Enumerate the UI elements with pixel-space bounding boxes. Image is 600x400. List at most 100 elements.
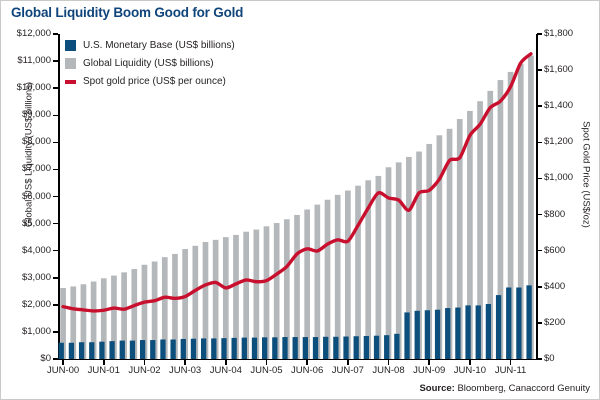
source-label: Source: bbox=[419, 383, 455, 394]
bar-monetary-base bbox=[343, 336, 349, 359]
bar-monetary-base bbox=[353, 336, 359, 359]
bar-monetary-base bbox=[231, 337, 237, 359]
bar-global-liquidity bbox=[263, 226, 270, 359]
x-axis-tick bbox=[225, 360, 227, 365]
x-axis-tick bbox=[184, 360, 186, 365]
legend-square-swatch-icon bbox=[65, 40, 76, 51]
bar-monetary-base bbox=[58, 342, 64, 359]
y-axis-right-tick-label: $800 bbox=[544, 208, 566, 220]
bar-monetary-base bbox=[160, 339, 166, 359]
bar-global-liquidity bbox=[60, 288, 66, 359]
bar-global-liquidity bbox=[283, 219, 290, 359]
y-axis-left-tick-label: $9,000 bbox=[21, 109, 51, 121]
bar-monetary-base bbox=[190, 338, 197, 359]
bar-global-liquidity bbox=[222, 237, 229, 359]
y-axis-left-tick-label: $10,000 bbox=[16, 82, 51, 94]
bar-global-liquidity bbox=[314, 204, 321, 359]
y-axis-left-line bbox=[58, 34, 60, 360]
monetary-base-bars bbox=[58, 285, 532, 359]
bar-global-liquidity bbox=[395, 162, 402, 359]
y-axis-left-tick-label: $0 bbox=[40, 353, 51, 364]
bar-monetary-base bbox=[109, 341, 115, 359]
bar-monetary-base bbox=[221, 338, 227, 359]
bar-monetary-base bbox=[272, 337, 278, 359]
bar-monetary-base bbox=[394, 333, 400, 359]
legend-spot-gold[interactable]: Spot gold price (US$ per ounce) bbox=[65, 73, 235, 90]
y-axis-left-tick bbox=[53, 249, 58, 252]
bar-monetary-base bbox=[119, 340, 125, 359]
global-liquidity-bars bbox=[60, 55, 534, 359]
bar-monetary-base bbox=[455, 307, 461, 359]
bar-monetary-base bbox=[373, 335, 380, 359]
y-axis-left-tick bbox=[53, 87, 58, 89]
bar-global-liquidity bbox=[416, 151, 422, 359]
bar-global-liquidity bbox=[161, 257, 168, 359]
bar-global-liquidity bbox=[467, 110, 473, 359]
bar-global-liquidity bbox=[345, 190, 351, 359]
legend-item-label: Global Liquidity (US$ billions) bbox=[83, 58, 214, 69]
x-axis-tick-label: JUN-10 bbox=[453, 365, 486, 376]
bar-global-liquidity bbox=[243, 231, 249, 359]
bar-monetary-base bbox=[200, 338, 207, 359]
y-axis-left-title: Global US$ Liquidity (US$ billions) bbox=[23, 81, 35, 228]
bar-global-liquidity bbox=[212, 239, 219, 359]
bar-global-liquidity bbox=[365, 180, 372, 359]
x-axis-line bbox=[58, 358, 537, 361]
y-axis-left-tick-label: $4,000 bbox=[21, 244, 51, 256]
y-axis-right-tick-label: $400 bbox=[544, 280, 566, 292]
bar-global-liquidity bbox=[436, 135, 443, 359]
y-axis-left-tick bbox=[53, 141, 58, 144]
bar-global-liquidity bbox=[517, 63, 524, 359]
bar-monetary-base bbox=[465, 305, 471, 359]
bar-monetary-base bbox=[89, 342, 95, 359]
x-axis-tick-label: JUN-04 bbox=[209, 365, 242, 376]
bar-global-liquidity bbox=[385, 167, 392, 359]
bar-global-liquidity bbox=[80, 284, 87, 359]
bar-monetary-base bbox=[363, 335, 370, 359]
bar-global-liquidity bbox=[507, 71, 514, 359]
x-axis-tick bbox=[143, 360, 146, 365]
bar-monetary-base bbox=[68, 342, 75, 359]
bar-monetary-base bbox=[150, 340, 156, 359]
y-axis-left-tick-label: $8,000 bbox=[21, 136, 51, 148]
bar-global-liquidity bbox=[172, 253, 178, 359]
bar-monetary-base bbox=[434, 309, 441, 359]
y-axis-right-tick bbox=[537, 177, 542, 180]
y-axis-right-tick bbox=[537, 69, 542, 71]
legend-item-label: Spot gold price (US$ per ounce) bbox=[83, 76, 226, 87]
bar-global-liquidity bbox=[304, 209, 311, 359]
bar-monetary-base bbox=[282, 337, 288, 359]
y-axis-left-tick bbox=[53, 60, 58, 62]
source-text: Bloomberg, Canaccord Genuity bbox=[454, 383, 590, 394]
bar-global-liquidity bbox=[456, 119, 463, 359]
bar-monetary-base bbox=[323, 336, 329, 359]
y-axis-right-tick bbox=[537, 33, 542, 35]
x-axis-tick-label: JUN-00 bbox=[46, 365, 80, 376]
legend-global-liquidity[interactable]: Global Liquidity (US$ billions) bbox=[65, 55, 235, 72]
legend-monetary-base[interactable]: U.S. Monetary Base (US$ billions) bbox=[65, 37, 235, 54]
plot-area bbox=[58, 34, 536, 359]
y-axis-left-tick bbox=[53, 358, 58, 360]
bar-global-liquidity bbox=[141, 264, 148, 359]
bar-global-liquidity bbox=[477, 101, 483, 359]
y-axis-left-tick-label: $5,000 bbox=[21, 217, 51, 229]
bar-global-liquidity bbox=[100, 278, 107, 359]
x-axis-tick-label: JUN-06 bbox=[291, 365, 324, 376]
bar-monetary-base bbox=[78, 342, 85, 359]
bar-monetary-base bbox=[526, 285, 532, 359]
bar-global-liquidity bbox=[131, 269, 138, 359]
bar-global-liquidity bbox=[121, 272, 127, 359]
legend-item-label: U.S. Monetary Base (US$ billions) bbox=[83, 40, 235, 51]
bar-global-liquidity bbox=[192, 245, 199, 359]
page-title: Global Liquidity Boom Good for Gold bbox=[11, 5, 244, 20]
chart-legend: U.S. Monetary Base (US$ billions) Global … bbox=[65, 37, 235, 91]
bar-global-liquidity bbox=[375, 175, 382, 359]
y-axis-left-tick-label: $6,000 bbox=[21, 190, 51, 202]
y-axis-right-tick-label: $200 bbox=[544, 316, 566, 328]
y-axis-left-tick bbox=[53, 33, 58, 35]
x-axis-tick-label: JUN-03 bbox=[169, 365, 202, 376]
x-axis-tick bbox=[347, 360, 349, 365]
y-axis-right-line bbox=[536, 34, 538, 360]
bar-monetary-base bbox=[312, 337, 319, 359]
